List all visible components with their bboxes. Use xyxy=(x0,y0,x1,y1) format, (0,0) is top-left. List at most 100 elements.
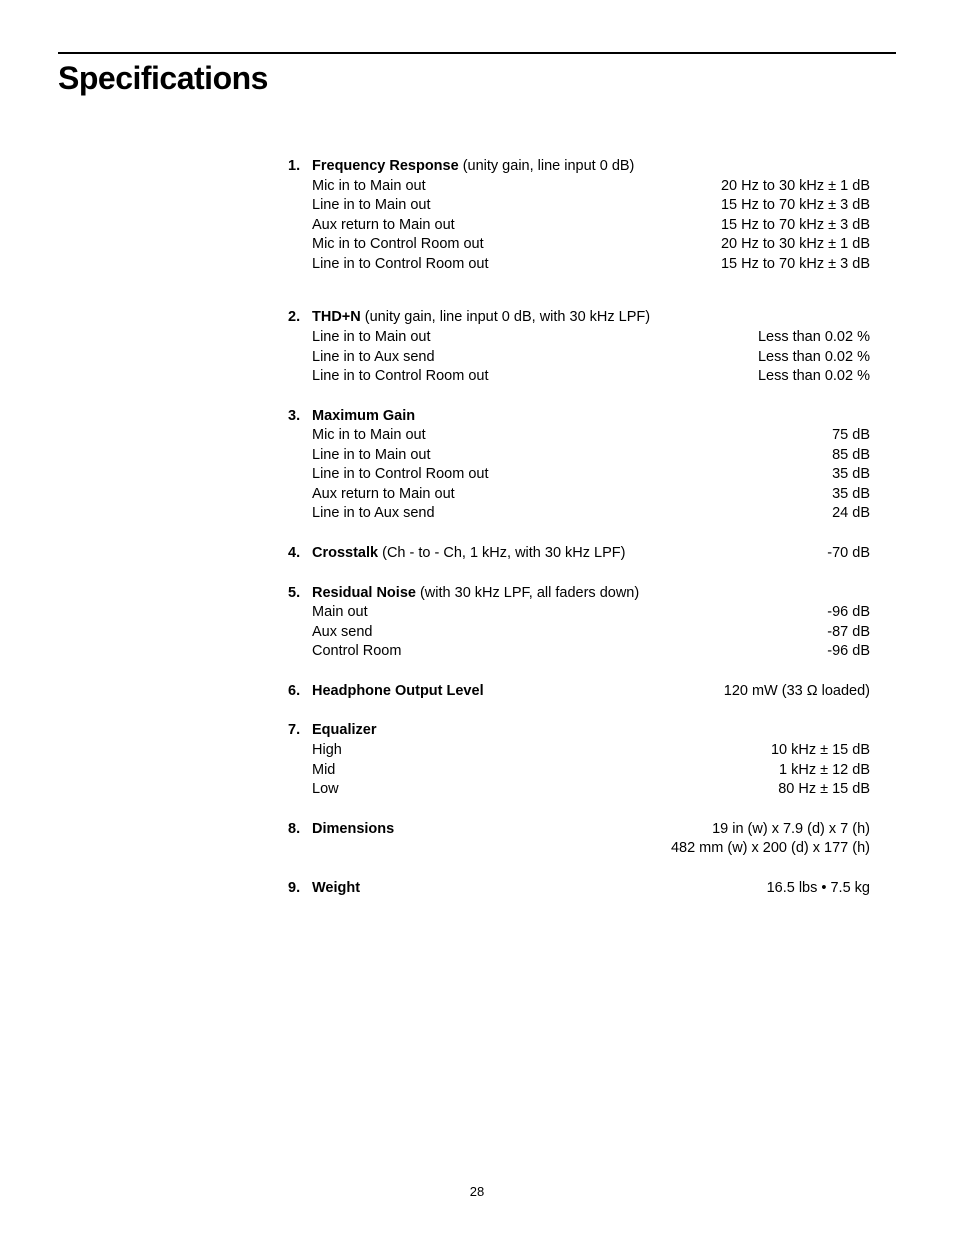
spec-row-value: 85 dB xyxy=(832,446,870,466)
page-title: Specifications xyxy=(58,60,896,97)
spec-row: Mic in to Main out 75 dB xyxy=(288,426,870,446)
spec-row: High10 kHz ± 15 dB xyxy=(288,741,870,761)
spec-value: -70 dB xyxy=(827,544,870,564)
spec-row-label: Mid xyxy=(288,761,335,781)
spec-row-value: Less than 0.02 % xyxy=(758,328,870,348)
spec-heading-row: 4.Crosstalk (Ch - to - Ch, 1 kHz, with 3… xyxy=(288,544,870,564)
spec-number: 8. xyxy=(288,820,312,840)
spec-row-value: -87 dB xyxy=(827,623,870,643)
spec-row: Mid1 kHz ± 12 dB xyxy=(288,761,870,781)
spec-row: Aux return to Main out 15 Hz to 70 kHz ± … xyxy=(288,216,870,236)
spec-section: 7.EqualizerHigh10 kHz ± 15 dBMid1 kHz ± … xyxy=(288,721,870,799)
spec-row-label: Line in to Aux send xyxy=(288,348,435,368)
spec-row-value: Less than 0.02 % xyxy=(758,348,870,368)
spec-row-label: Mic in to Main out xyxy=(288,177,426,197)
spec-row-value: 10 kHz ± 15 dB xyxy=(771,741,870,761)
spec-note: (with 30 kHz LPF, all faders down) xyxy=(416,585,639,601)
spec-row-label: Control Room xyxy=(288,642,401,662)
spec-row-label: Line in to Control Room out xyxy=(288,255,489,275)
spec-heading-row: 8.Dimensions19 in (w) x 7.9 (d) x 7 (h)4… xyxy=(288,820,870,859)
spec-row: Main out -96 dB xyxy=(288,603,870,623)
spec-row-label: Line in to Main out xyxy=(288,328,431,348)
spec-row-value: 15 Hz to 70 kHz ± 3 dB xyxy=(721,196,870,216)
spec-heading: 2.THD+N (unity gain, line input 0 dB, wi… xyxy=(288,308,650,328)
spec-title: THD+N (unity gain, line input 0 dB, with… xyxy=(312,308,650,328)
spec-title: Maximum Gain xyxy=(312,407,415,427)
spec-row: Low 80 Hz ± 15 dB xyxy=(288,780,870,800)
spec-row-label: Line in to Main out xyxy=(288,446,431,466)
spec-value: 16.5 lbs • 7.5 kg xyxy=(767,879,870,899)
spec-title: Frequency Response (unity gain, line inp… xyxy=(312,157,634,177)
spec-number: 4. xyxy=(288,544,312,564)
spec-row: Mic in to Control Room out 20 Hz to 30 kH… xyxy=(288,235,870,255)
spec-row: Line in to Main out 85 dB xyxy=(288,446,870,466)
spec-row: Line in to Control Room out 15 Hz to 70 k… xyxy=(288,255,870,275)
spec-row-value: 75 dB xyxy=(832,426,870,446)
spec-heading-row: 7.Equalizer xyxy=(288,721,870,741)
spec-row-label: Line in to Main out xyxy=(288,196,431,216)
spec-row-value: 20 Hz to 30 kHz ± 1 dB xyxy=(721,235,870,255)
spec-heading: 7.Equalizer xyxy=(288,721,376,741)
spec-row: Line in to Aux send Less than 0.02 % xyxy=(288,348,870,368)
specifications-block: 1.Frequency Response (unity gain, line i… xyxy=(288,157,870,898)
spec-row-value: 24 dB xyxy=(832,504,870,524)
spec-row: Line in to Main out 15 Hz to 70 kHz ± 3 d… xyxy=(288,196,870,216)
spec-heading-row: 6.Headphone Output Level 120 mW (33 Ω loa… xyxy=(288,682,870,702)
spec-heading: 8.Dimensions xyxy=(288,820,394,840)
spec-heading: 6.Headphone Output Level xyxy=(288,682,484,702)
spec-section: 1.Frequency Response (unity gain, line i… xyxy=(288,157,870,274)
spec-row-label: Aux return to Main out xyxy=(288,485,455,505)
spec-row: Control Room -96 dB xyxy=(288,642,870,662)
spec-number: 1. xyxy=(288,157,312,177)
page-number: 28 xyxy=(0,1184,954,1199)
spec-heading: 1.Frequency Response (unity gain, line i… xyxy=(288,157,634,177)
spec-note: (unity gain, line input 0 dB) xyxy=(459,158,635,174)
spec-row: Line in to Main out Less than 0.02 % xyxy=(288,328,870,348)
spec-title: Equalizer xyxy=(312,721,376,741)
spec-number: 3. xyxy=(288,407,312,427)
spec-row: Line in to Aux send 24 dB xyxy=(288,504,870,524)
spec-number: 5. xyxy=(288,584,312,604)
spec-title: Crosstalk (Ch - to - Ch, 1 kHz, with 30 … xyxy=(312,544,625,564)
spec-number: 9. xyxy=(288,879,312,899)
spec-row-label: Low xyxy=(288,780,339,800)
spec-section: 6.Headphone Output Level 120 mW (33 Ω loa… xyxy=(288,682,870,702)
spec-row-value: 15 Hz to 70 kHz ± 3 dB xyxy=(721,255,870,275)
spec-section: 9.Weight16.5 lbs • 7.5 kg xyxy=(288,879,870,899)
spec-heading-row: 1.Frequency Response (unity gain, line i… xyxy=(288,157,870,177)
spec-row-label: Main out xyxy=(288,603,368,623)
spec-value: 120 mW (33 Ω loaded) xyxy=(724,682,870,702)
spec-row-value: 35 dB xyxy=(832,465,870,485)
spec-row: Mic in to Main out 20 Hz to 30 kHz ± 1 dB xyxy=(288,177,870,197)
spec-row: Line in to Control Room out 35 dB xyxy=(288,465,870,485)
spec-row-label: Mic in to Control Room out xyxy=(288,235,484,255)
spec-row-value: -96 dB xyxy=(827,642,870,662)
spec-row-value: Less than 0.02 % xyxy=(758,367,870,387)
spec-row-label: Line in to Control Room out xyxy=(288,465,489,485)
spec-row-label: Aux return to Main out xyxy=(288,216,455,236)
spec-note: (Ch - to - Ch, 1 kHz, with 30 kHz LPF) xyxy=(378,545,625,561)
spec-heading: 3.Maximum Gain xyxy=(288,407,415,427)
spec-title: Headphone Output Level xyxy=(312,682,484,702)
spec-heading: 5.Residual Noise (with 30 kHz LPF, all f… xyxy=(288,584,639,604)
spec-row-value: 80 Hz ± 15 dB xyxy=(778,780,870,800)
spec-row: Aux return to Main out 35 dB xyxy=(288,485,870,505)
spec-heading-row: 3.Maximum Gain xyxy=(288,407,870,427)
spec-row-label: Line in to Aux send xyxy=(288,504,435,524)
spec-row-label: Line in to Control Room out xyxy=(288,367,489,387)
spec-row-value: 35 dB xyxy=(832,485,870,505)
spec-number: 2. xyxy=(288,308,312,328)
spec-row-label: Aux send xyxy=(288,623,372,643)
spec-row-value: -96 dB xyxy=(827,603,870,623)
spec-row: Aux send -87 dB xyxy=(288,623,870,643)
spec-section: 4.Crosstalk (Ch - to - Ch, 1 kHz, with 3… xyxy=(288,544,870,564)
spec-heading-row: 2.THD+N (unity gain, line input 0 dB, wi… xyxy=(288,308,870,328)
spec-note: (unity gain, line input 0 dB, with 30 kH… xyxy=(361,309,650,325)
spec-row-label: Mic in to Main out xyxy=(288,426,426,446)
top-rule xyxy=(58,52,896,54)
spec-row: Line in to Control Room out Less than 0.0… xyxy=(288,367,870,387)
spec-row-value: 15 Hz to 70 kHz ± 3 dB xyxy=(721,216,870,236)
spec-number: 7. xyxy=(288,721,312,741)
spec-section: 8.Dimensions19 in (w) x 7.9 (d) x 7 (h)4… xyxy=(288,820,870,859)
spec-row-value: 20 Hz to 30 kHz ± 1 dB xyxy=(721,177,870,197)
